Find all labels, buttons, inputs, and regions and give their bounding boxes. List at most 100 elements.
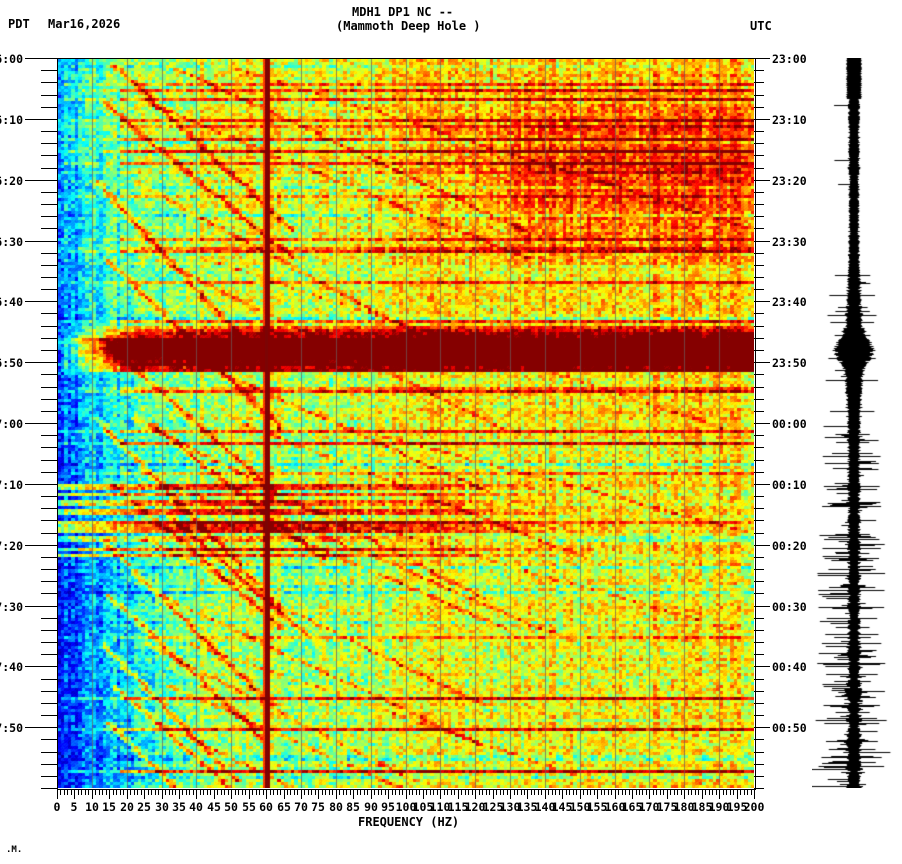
frequency-minor-tick <box>92 789 93 799</box>
frequency-minor-tick <box>496 789 497 795</box>
axis-minor-tick <box>754 228 764 229</box>
frequency-minor-tick <box>649 789 650 799</box>
axis-minor-tick <box>41 739 57 740</box>
frequency-minor-tick <box>500 789 501 795</box>
time-tick-label: 00:30 <box>772 600 807 614</box>
corner-artifact: .M. <box>6 845 23 855</box>
timezone-label-left: PDT <box>8 17 30 31</box>
frequency-minor-tick <box>639 789 640 795</box>
axis-minor-tick <box>41 350 57 351</box>
frequency-minor-tick <box>381 789 382 795</box>
frequency-minor-tick <box>123 789 124 795</box>
frequency-minor-tick <box>712 789 713 795</box>
axis-major-tick <box>25 119 57 120</box>
axis-minor-tick <box>41 533 57 534</box>
frequency-minor-tick <box>618 789 619 795</box>
axis-minor-tick <box>754 107 764 108</box>
frequency-minor-tick <box>252 789 253 795</box>
frequency-minor-tick <box>214 789 215 799</box>
axis-minor-tick <box>41 715 57 716</box>
axis-minor-tick <box>41 95 57 96</box>
frequency-minor-tick <box>364 789 365 795</box>
axis-minor-tick <box>41 788 57 789</box>
frequency-minor-tick <box>242 789 243 795</box>
axis-minor-tick <box>754 168 764 169</box>
frequency-minor-tick <box>182 789 183 795</box>
frequency-minor-tick <box>85 789 86 795</box>
frequency-minor-tick <box>604 789 605 795</box>
frequency-minor-tick <box>545 789 546 799</box>
axis-major-tick <box>754 423 770 424</box>
axis-minor-tick <box>41 326 57 327</box>
axis-minor-tick <box>754 155 764 156</box>
frequency-minor-tick <box>444 789 445 795</box>
frequency-minor-tick <box>531 789 532 795</box>
frequency-minor-tick <box>632 789 633 799</box>
axis-minor-tick <box>754 520 764 521</box>
frequency-minor-tick <box>109 789 110 799</box>
frequency-minor-tick <box>294 789 295 795</box>
time-axis-pdt: 16:00 16:10 16:20 16:30 16:40 16:50 17:00 17:10… <box>0 52 57 790</box>
frequency-minor-tick <box>472 789 473 795</box>
frequency-minor-tick <box>597 789 598 799</box>
frequency-minor-tick <box>284 789 285 799</box>
frequency-minor-tick <box>548 789 549 795</box>
time-tick-label: 16:20 <box>0 174 23 188</box>
axis-minor-tick <box>41 496 57 497</box>
frequency-minor-tick <box>573 789 574 795</box>
frequency-minor-tick <box>193 789 194 795</box>
frequency-minor-tick <box>151 789 152 795</box>
frequency-minor-tick <box>709 789 710 795</box>
axis-major-tick <box>754 241 770 242</box>
frequency-minor-tick <box>360 789 361 795</box>
frequency-minor-tick <box>527 789 528 799</box>
frequency-tick-label: 185 <box>691 800 713 814</box>
frequency-minor-tick <box>130 789 131 795</box>
frequency-minor-tick <box>357 789 358 795</box>
axis-minor-tick <box>41 593 57 594</box>
seismogram-canvas <box>812 58 896 788</box>
frequency-minor-tick <box>636 789 637 795</box>
frequency-minor-tick <box>196 789 197 799</box>
axis-minor-tick <box>754 533 764 534</box>
axis-minor-tick <box>41 387 57 388</box>
frequency-tick-label: 195 <box>726 800 748 814</box>
frequency-minor-tick <box>702 789 703 799</box>
frequency-minor-tick <box>95 789 96 795</box>
time-tick-label: 17:00 <box>0 417 23 431</box>
axis-minor-tick <box>41 691 57 692</box>
frequency-minor-tick <box>601 789 602 795</box>
frequency-tick-label: 155 <box>586 800 608 814</box>
frequency-minor-tick <box>64 789 65 795</box>
frequency-minor-tick <box>60 789 61 795</box>
frequency-minor-tick <box>169 789 170 795</box>
frequency-minor-tick <box>430 789 431 795</box>
frequency-tick-label: 50 <box>224 800 238 814</box>
frequency-minor-tick <box>350 789 351 795</box>
seismogram-trace <box>812 58 896 788</box>
spectrogram-plot[interactable] <box>57 58 754 788</box>
frequency-minor-tick <box>534 789 535 795</box>
frequency-tick-label: 115 <box>447 800 469 814</box>
axis-major-tick <box>754 362 770 363</box>
axis-minor-tick <box>754 715 764 716</box>
frequency-minor-tick <box>475 789 476 799</box>
axis-minor-tick <box>41 313 57 314</box>
axis-minor-tick <box>41 679 57 680</box>
frequency-minor-tick <box>249 789 250 799</box>
frequency-minor-tick <box>440 789 441 799</box>
frequency-minor-tick <box>524 789 525 795</box>
frequency-minor-tick <box>493 789 494 799</box>
axis-minor-tick <box>754 569 764 570</box>
frequency-tick-label: 120 <box>464 800 486 814</box>
axis-minor-tick <box>41 642 57 643</box>
frequency-minor-tick <box>388 789 389 799</box>
frequency-minor-tick <box>137 789 138 795</box>
frequency-minor-tick <box>99 789 100 795</box>
spectrogram-canvas[interactable] <box>57 58 754 788</box>
frequency-minor-tick <box>465 789 466 795</box>
frequency-tick-label: 80 <box>329 800 343 814</box>
axis-minor-tick <box>754 447 764 448</box>
frequency-minor-tick <box>406 789 407 799</box>
frequency-minor-tick <box>646 789 647 795</box>
